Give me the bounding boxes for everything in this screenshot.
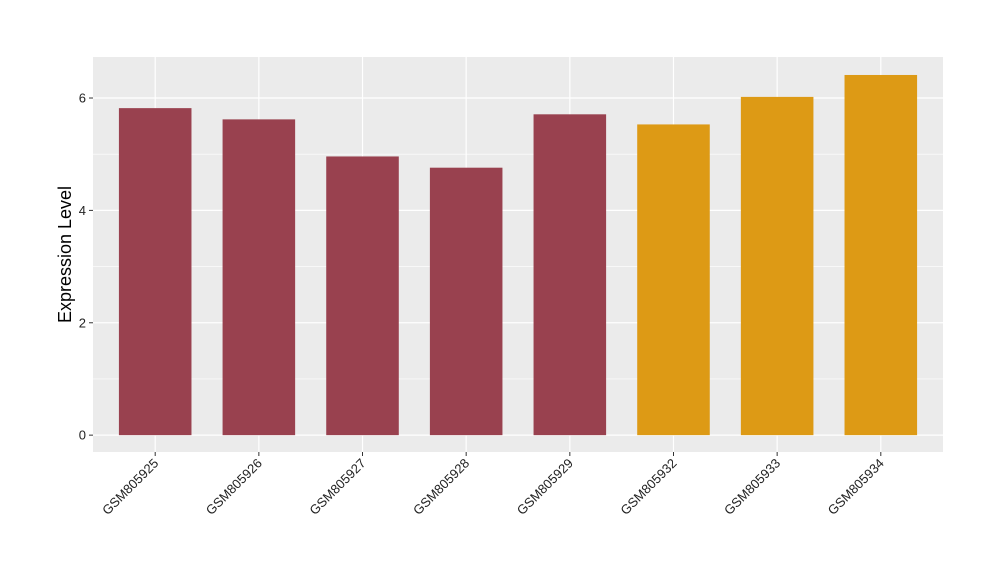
y-tick-label: 0 <box>79 428 86 443</box>
x-axis: GSM805925 GSM805926 GSM805927 GSM805928 GSM8… <box>99 452 887 518</box>
x-tick-label: GSM805932 <box>617 456 679 518</box>
y-tick-label: 4 <box>79 203 86 218</box>
bar-gsm805933 <box>740 96 814 436</box>
bar-gsm805926 <box>222 119 296 436</box>
bar-gsm805934 <box>844 74 918 436</box>
y-axis: 0 2 4 6 <box>79 91 93 443</box>
y-tick-label: 2 <box>79 315 86 330</box>
x-tick-label: GSM805925 <box>99 456 161 518</box>
x-tick-label: GSM805933 <box>721 456 783 518</box>
bars <box>118 74 918 436</box>
x-tick-label: GSM805934 <box>825 456 887 518</box>
x-tick-label: GSM805929 <box>514 456 576 518</box>
bar-gsm805929 <box>533 114 607 436</box>
x-tick-label: GSM805926 <box>203 456 265 518</box>
x-tick-label: GSM805927 <box>306 456 368 518</box>
bar-gsm805928 <box>429 167 503 436</box>
x-tick-label: GSM805928 <box>410 456 472 518</box>
y-tick-label: 6 <box>79 91 86 106</box>
bar-gsm805925 <box>118 108 192 436</box>
bar-gsm805932 <box>637 124 710 436</box>
y-axis-title: Expression Level <box>55 186 75 323</box>
plot-panel <box>93 57 943 452</box>
bar-gsm805927 <box>326 156 399 436</box>
